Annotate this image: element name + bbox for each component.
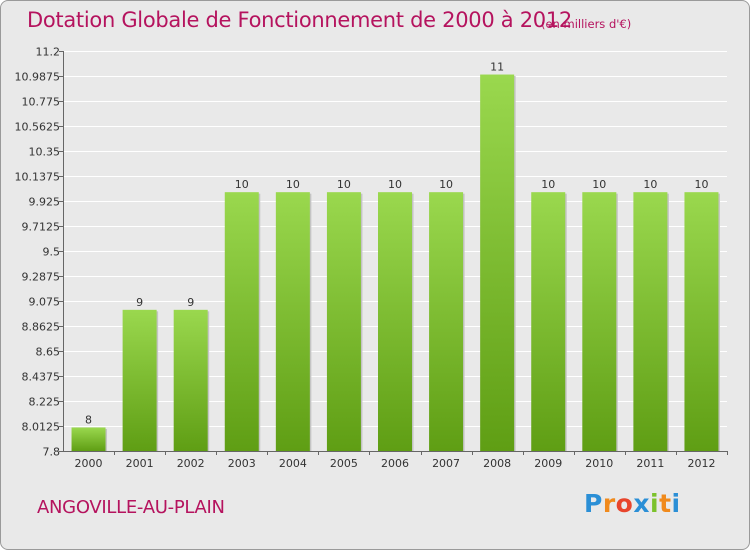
bar <box>326 192 361 452</box>
chart-subtitle: (en milliers d'€) <box>541 17 632 31</box>
x-tick-label: 2009 <box>534 457 562 470</box>
x-tick-label: 2005 <box>330 457 358 470</box>
y-tick-label: 9.075 <box>29 296 61 309</box>
bar <box>429 192 464 452</box>
data-label: 10 <box>541 178 555 191</box>
x-tick-label: 2000 <box>75 457 103 470</box>
bar <box>633 192 668 452</box>
x-tick-label: 2008 <box>483 457 511 470</box>
proxiti-logo: Proxiti <box>584 489 681 518</box>
y-tick-label: 9.2875 <box>22 271 61 284</box>
logo-letter: o <box>615 489 634 518</box>
bar <box>531 192 566 452</box>
logo-letter: P <box>584 489 603 518</box>
data-label: 10 <box>592 178 606 191</box>
y-tick-label: 11.2 <box>36 46 61 59</box>
x-tick-label: 2001 <box>126 457 154 470</box>
bar <box>684 192 719 452</box>
y-tick-label: 9.925 <box>29 196 61 209</box>
y-tick-label: 8.8625 <box>22 321 61 334</box>
bar <box>71 427 106 451</box>
x-tick-label: 2004 <box>279 457 307 470</box>
y-tick-label: 8.4375 <box>22 371 61 384</box>
chart-title: Dotation Globale de Fonctionnement de 20… <box>27 8 572 32</box>
y-tick-label: 8.0125 <box>22 421 61 434</box>
bar <box>582 192 617 452</box>
data-label: 9 <box>187 296 194 309</box>
data-label: 10 <box>337 178 351 191</box>
logo-letter: t <box>659 489 672 518</box>
data-label: 10 <box>235 178 249 191</box>
logo-letter: r <box>602 489 616 518</box>
logo-letter: i <box>671 489 681 518</box>
data-label: 10 <box>286 178 300 191</box>
x-tick-label: 2003 <box>228 457 256 470</box>
x-tick-label: 2006 <box>381 457 409 470</box>
data-label: 9 <box>136 296 143 309</box>
x-tick-label: 2011 <box>636 457 664 470</box>
data-label: 10 <box>694 178 708 191</box>
x-tick-label: 2002 <box>177 457 205 470</box>
bar <box>480 74 515 451</box>
data-label: 10 <box>388 178 402 191</box>
data-label: 10 <box>439 178 453 191</box>
bar <box>173 309 208 451</box>
data-label: 8 <box>85 413 92 426</box>
x-tick-label: 2012 <box>687 457 715 470</box>
y-tick-label: 9.5 <box>43 246 61 259</box>
data-label: 10 <box>643 178 657 191</box>
y-tick-label: 10.9875 <box>15 71 61 84</box>
y-tick-label: 8.65 <box>36 346 61 359</box>
bar <box>224 192 259 452</box>
y-tick-label: 10.5625 <box>15 121 61 134</box>
x-tick-label: 2007 <box>432 457 460 470</box>
logo-letter: i <box>650 489 660 518</box>
logo-letter: x <box>633 489 650 518</box>
y-tick-label: 7.8 <box>43 446 61 459</box>
bar <box>378 192 412 452</box>
y-tick-label: 10.35 <box>29 146 61 159</box>
y-tick-label: 10.1375 <box>15 171 61 184</box>
bar <box>275 192 310 452</box>
y-tick-label: 10.775 <box>22 96 61 109</box>
y-tick-label: 8.225 <box>29 396 61 409</box>
commune-name: ANGOVILLE-AU-PLAIN <box>37 497 225 518</box>
y-tick-label: 9.7125 <box>22 221 61 234</box>
bar <box>122 309 157 451</box>
x-tick-label: 2010 <box>585 457 613 470</box>
data-label: 11 <box>490 61 504 74</box>
